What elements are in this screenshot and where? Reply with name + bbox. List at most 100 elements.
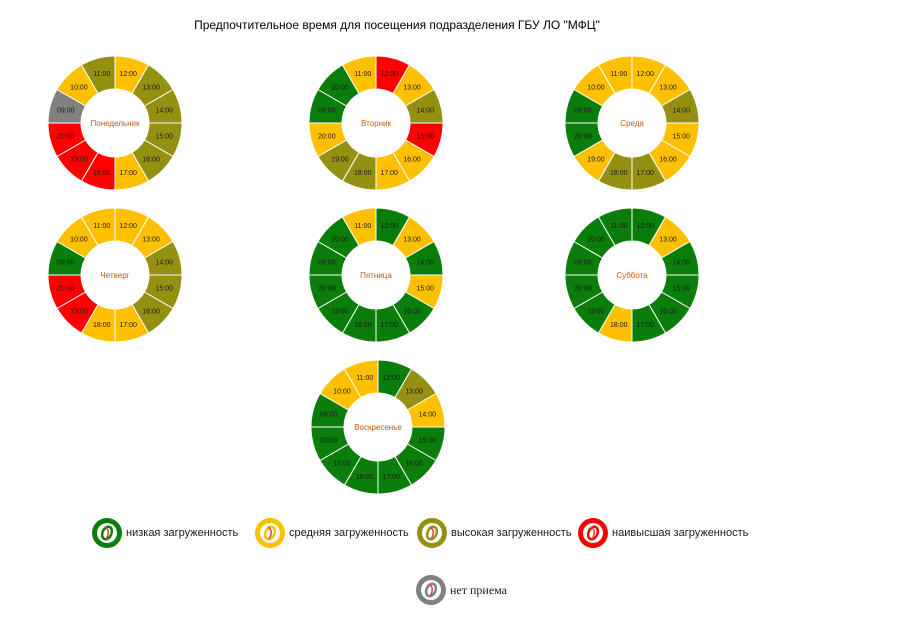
slice-time-label: 14:00: [672, 107, 690, 114]
slice-time-label: 18:00: [93, 322, 111, 329]
slice-time-label: 12:00: [636, 71, 654, 78]
slice-time-label: 12:00: [119, 71, 137, 78]
donut-slice: [80, 55, 116, 95]
slice-time-label: 11:00: [356, 375, 373, 382]
slice-time-label: 20:00: [57, 286, 75, 293]
legend-item-medium: средняя загруженность: [254, 517, 409, 549]
donut-slice: [597, 207, 633, 247]
slice-time-label: 14:00: [155, 259, 173, 266]
legend-item-high: высокая загруженность: [416, 517, 571, 549]
slice-time-label: 10:00: [70, 84, 88, 91]
slice-time-label: 19:00: [587, 309, 605, 316]
slice-time-label: 17:00: [380, 322, 398, 329]
day-label: Четверг: [100, 271, 129, 280]
donut-chart: 12:00 13:00 14:00 15:00 16:00 17:00 18:00 19:00…: [310, 359, 446, 495]
slice-time-label: 11:00: [93, 71, 110, 78]
slice-time-label: 13:00: [142, 84, 160, 91]
slice-time-label: 10:00: [331, 236, 349, 243]
slice-time-label: 12:00: [119, 223, 137, 230]
slice-time-label: 14:00: [155, 107, 173, 114]
circle-swatch-icon: [255, 518, 285, 548]
slice-time-label: 15:00: [672, 134, 690, 141]
slice-time-label: 09:00: [318, 107, 336, 114]
slice-time-label: 13:00: [142, 236, 160, 243]
slice-time-label: 15:00: [155, 134, 173, 141]
page-title: Предпочтительное время для посещения под…: [194, 18, 600, 32]
slice-time-label: 13:00: [405, 388, 423, 395]
slice-time-label: 14:00: [416, 259, 434, 266]
slice-time-label: 16:00: [403, 157, 421, 164]
slice-time-label: 11:00: [354, 71, 371, 78]
slice-time-label: 16:00: [659, 309, 677, 316]
day-label: Понедельник: [91, 119, 140, 128]
slice-time-label: 18:00: [354, 322, 372, 329]
slice-time-label: 16:00: [142, 157, 160, 164]
slice-time-label: 19:00: [587, 157, 605, 164]
slice-time-label: 20:00: [320, 438, 338, 445]
day-label: Суббота: [616, 271, 648, 280]
slice-time-label: 10:00: [331, 84, 349, 91]
slice-time-label: 19:00: [70, 157, 88, 164]
slice-time-label: 10:00: [70, 236, 88, 243]
donut-slice: [341, 207, 377, 247]
slice-time-label: 20:00: [318, 134, 336, 141]
slice-time-label: 16:00: [403, 309, 421, 316]
slice-time-label: 09:00: [574, 107, 592, 114]
slice-time-label: 19:00: [331, 157, 349, 164]
slice-time-label: 17:00: [380, 170, 398, 177]
slice-time-label: 11:00: [610, 71, 627, 78]
slice-time-label: 09:00: [574, 259, 592, 266]
slice-time-label: 14:00: [416, 107, 434, 114]
slice-time-label: 15:00: [672, 286, 690, 293]
slice-time-label: 19:00: [333, 461, 351, 468]
slice-time-label: 20:00: [57, 134, 75, 141]
donut-slice: [341, 55, 377, 95]
circle-swatch-icon: [416, 575, 446, 605]
slice-time-label: 13:00: [403, 84, 421, 91]
legend-label-high: высокая загруженность: [451, 527, 572, 539]
slice-time-label: 18:00: [610, 170, 628, 177]
slice-time-label: 14:00: [418, 411, 436, 418]
donut-chart: 12:00 13:00 14:00 15:00 16:00 17:00 18:00 19:00…: [564, 207, 700, 343]
donut-slice: [597, 55, 633, 95]
slice-time-label: 09:00: [318, 259, 336, 266]
donut-chart: 12:00 13:00 14:00 15:00 16:00 17:00 18:00 19:00…: [47, 207, 183, 343]
day-label: Воскресенье: [354, 423, 402, 432]
donut-chart: 12:00 13:00 14:00 15:00 16:00 17:00 18:00 19:00…: [47, 55, 183, 191]
slice-time-label: 12:00: [380, 223, 398, 230]
slice-time-label: 19:00: [70, 309, 88, 316]
legend-label-closed: нет приема: [450, 582, 507, 597]
legend-item-closed: нет приема: [415, 574, 507, 606]
day-label: Пятница: [360, 271, 392, 280]
slice-time-label: 17:00: [636, 170, 654, 177]
slice-time-label: 11:00: [354, 223, 371, 230]
slice-time-label: 17:00: [636, 322, 654, 329]
slice-time-label: 15:00: [418, 438, 436, 445]
slice-time-label: 12:00: [636, 223, 654, 230]
slice-time-label: 20:00: [574, 286, 592, 293]
slice-time-label: 15:00: [155, 286, 173, 293]
legend-label-low: низкая загруженность: [126, 527, 239, 539]
slice-time-label: 10:00: [587, 236, 605, 243]
slice-time-label: 12:00: [380, 71, 398, 78]
slice-time-label: 16:00: [659, 157, 677, 164]
slice-time-label: 10:00: [587, 84, 605, 91]
slice-time-label: 13:00: [659, 236, 677, 243]
legend-label-highest: наивысшая загруженность: [612, 527, 749, 539]
donut-slice: [343, 359, 379, 399]
slice-time-label: 13:00: [403, 236, 421, 243]
donut-chart: 12:00 13:00 14:00 15:00 16:00 17:00 18:00 19:00…: [564, 55, 700, 191]
slice-time-label: 16:00: [142, 309, 160, 316]
slice-time-label: 09:00: [57, 259, 75, 266]
slice-time-label: 09:00: [57, 107, 75, 114]
slice-time-label: 16:00: [405, 461, 423, 468]
slice-time-label: 20:00: [574, 134, 592, 141]
slice-time-label: 12:00: [382, 375, 400, 382]
slice-time-label: 11:00: [610, 223, 627, 230]
slice-time-label: 14:00: [672, 259, 690, 266]
circle-swatch-icon: [578, 518, 608, 548]
circle-swatch-icon: [92, 518, 122, 548]
donut-slice: [80, 207, 116, 247]
slice-time-label: 18:00: [93, 170, 111, 177]
